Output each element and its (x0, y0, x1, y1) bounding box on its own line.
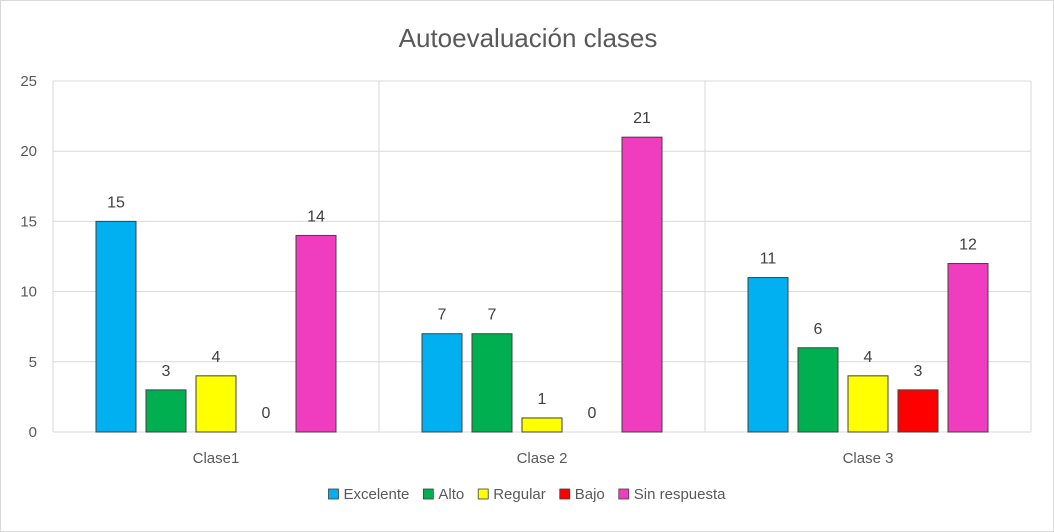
legend-swatch (477, 488, 489, 500)
bar-bajo-2 (897, 389, 939, 433)
data-label: 3 (162, 363, 171, 380)
data-label: 1 (538, 391, 547, 408)
data-label: 21 (633, 110, 651, 127)
bars (95, 136, 989, 433)
bar-regular-2 (847, 375, 889, 433)
legend-swatch (422, 488, 434, 500)
bar-excelente-0 (95, 220, 137, 433)
y-tick-label: 15 (20, 213, 37, 230)
data-label: 0 (588, 405, 597, 422)
legend-item: Alto (422, 486, 464, 503)
data-label: 7 (488, 307, 497, 324)
legend-label: Alto (438, 486, 464, 503)
bar-sin-respuesta-1 (621, 136, 663, 433)
legend-swatch (328, 488, 339, 500)
bar-regular-0 (195, 375, 237, 433)
bar-alto-2 (797, 347, 839, 433)
bar-excelente-1 (421, 333, 463, 433)
chart-title: Autoevaluación clases (399, 23, 658, 53)
legend-label: Sin respuesta (634, 486, 726, 503)
bar-alto-0 (145, 389, 187, 433)
x-category-label: Clase 3 (843, 450, 894, 467)
legend-label: Excelente (343, 486, 409, 503)
data-label: 3 (914, 363, 923, 380)
y-tick-label: 10 (20, 284, 37, 301)
x-axis-categories: Clase1 Clase 2 Clase 3 (193, 450, 894, 467)
legend-item: Bajo (559, 486, 605, 503)
data-label: 15 (107, 194, 125, 211)
y-axis-ticks: 0 5 10 15 20 25 (20, 73, 37, 441)
y-tick-label: 20 (20, 143, 37, 160)
legend-label: Bajo (575, 486, 605, 503)
legend-item: Sin respuesta (618, 486, 726, 503)
legend-swatch (618, 488, 630, 500)
data-labels: 15 3 4 0 14 7 7 1 0 21 11 6 4 3 12 (107, 110, 977, 422)
y-tick-label: 0 (29, 424, 37, 441)
data-label: 0 (262, 405, 271, 422)
bar-regular-1 (521, 417, 563, 433)
data-label: 4 (864, 349, 873, 366)
y-tick-label: 25 (20, 73, 37, 90)
y-tick-label: 5 (29, 354, 37, 371)
legend: Excelente Alto Regular Bajo Sin respuesta (328, 486, 726, 503)
bar-sin-respuesta-2 (947, 263, 989, 433)
legend-item: Excelente (328, 486, 409, 503)
data-label: 4 (212, 349, 221, 366)
x-category-label: Clase1 (193, 450, 240, 467)
data-label: 7 (438, 307, 447, 324)
data-label: 6 (814, 321, 823, 338)
legend-item: Regular (477, 486, 546, 503)
data-label: 12 (959, 237, 977, 254)
bar-excelente-2 (747, 277, 789, 433)
x-category-label: Clase 2 (517, 450, 568, 467)
data-label: 14 (307, 208, 325, 225)
data-label: 11 (760, 251, 777, 268)
legend-swatch (559, 488, 571, 500)
bar-alto-1 (471, 333, 513, 433)
bar-sin-respuesta-0 (295, 234, 337, 433)
legend-label: Regular (493, 486, 546, 503)
